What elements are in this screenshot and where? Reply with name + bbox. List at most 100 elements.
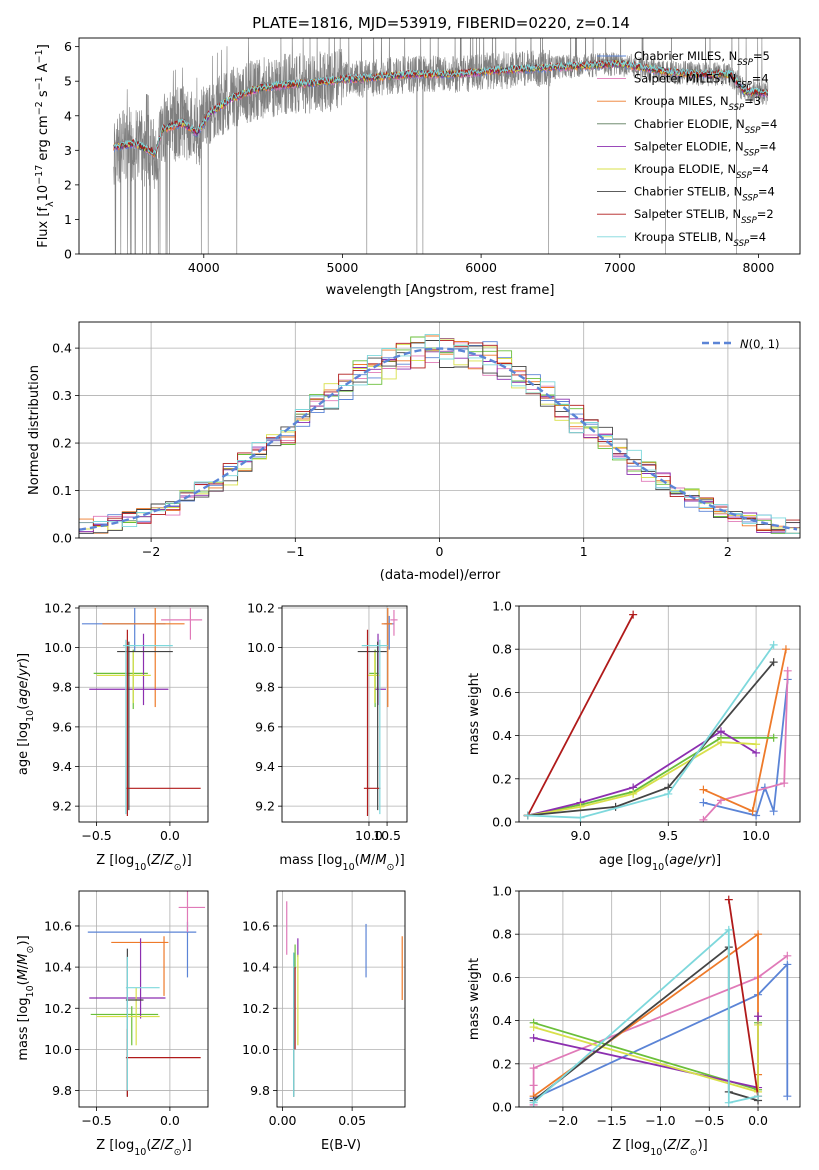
y-tick-label: 10.0 <box>242 1042 270 1057</box>
weight-series-2 <box>699 645 790 816</box>
legend-label: Salpeter MILES, NSSP=4 <box>634 72 769 91</box>
x-tick-label: −1 <box>286 544 304 559</box>
errorbar-point-1 <box>161 607 203 640</box>
axes-age-vs-Z: −0.5 0.0 9.2 9.4 9.6 9.8 10.0 10.2 Z [log10(Z/Z⊙… <box>16 600 209 873</box>
legend-label: Chabrier ELODIE, NSSP=4 <box>634 117 777 136</box>
weight-marker <box>576 813 585 822</box>
y-tick-label: 3 <box>64 143 72 158</box>
weight-line <box>702 670 789 821</box>
weight-marker <box>724 925 733 934</box>
errorbar-point-7 <box>363 629 381 817</box>
weight-line <box>533 945 759 1102</box>
y-tick-label: 5 <box>64 74 72 89</box>
legend-label: Chabrier STELIB, NSSP=4 <box>634 185 775 204</box>
y-tick-label: 0.4 <box>492 728 512 743</box>
errorbar-point-5 <box>96 987 160 1046</box>
legend: Chabrier MILES, NSSP=5 Salpeter MILES, NS… <box>597 49 777 249</box>
y-tick-label: 9.8 <box>250 1083 270 1098</box>
y-axis-label: Normed distribution <box>27 365 42 495</box>
axes-mass-vs-Z: −0.5 0.0 9.8 10.0 10.2 10.4 10.6 Z [log10(Z/Z⊙)… <box>16 890 209 1158</box>
x-tick-label: −0.5 <box>694 1113 724 1128</box>
y-tick-label: 0.2 <box>52 436 72 451</box>
weight-marker <box>783 960 792 969</box>
errorbar-point-7 <box>125 1028 201 1097</box>
axes-frame <box>78 321 801 539</box>
x-tick-label: −0.5 <box>81 1113 111 1128</box>
y-tick-label: 0.2 <box>492 771 512 786</box>
x-axis-label: Z [log10(Z/Z⊙)] <box>612 1138 707 1158</box>
weight-series-1 <box>699 666 792 822</box>
y-tick-label: 10.0 <box>247 640 275 655</box>
weight-series-6 <box>523 658 778 820</box>
weight-marker <box>529 1033 538 1042</box>
y-tick-label: 0.4 <box>52 341 72 356</box>
errorbar-point-2 <box>111 936 169 996</box>
x-tick-label: 5000 <box>327 260 359 275</box>
errorbar-point-1 <box>390 609 398 636</box>
x-tick-label: 0.05 <box>338 1113 366 1128</box>
axes-weight-vs-Z: −2.0 −1.5 −1.0 −0.5 0.0 0.0 0.2 0.4 0.6 0.8 1.0 Z [… <box>467 884 801 1158</box>
plot-area-mass-vs-Z <box>87 891 206 1097</box>
weight-marker <box>724 1098 733 1107</box>
weight-marker <box>529 1023 538 1032</box>
errorbar-point-2 <box>381 607 393 708</box>
x-tick-label: −1.5 <box>597 1113 627 1128</box>
x-tick-label: 0.00 <box>269 1113 297 1128</box>
y-tick-label: 0.8 <box>492 927 512 942</box>
errorbar-point-0 <box>384 615 394 650</box>
errorbar-point-8 <box>122 639 173 815</box>
x-tick-label: 0.0 <box>160 1113 180 1128</box>
weight-marker <box>783 666 792 675</box>
y-tick-label: 0.1 <box>52 483 72 498</box>
axes-mass-vs-ebv: 0.00 0.05 9.8 10.0 10.2 10.4 10.6 E(B-V) <box>242 890 406 1153</box>
y-tick-label: 10.6 <box>44 918 72 933</box>
axes-weight-vs-age: 9.0 9.5 10.0 0.0 0.2 0.4 0.6 0.8 1.0 age [log10(a… <box>467 599 801 873</box>
y-tick-label: 0 <box>64 247 72 262</box>
weight-marker <box>716 727 725 736</box>
x-tick-label: 6000 <box>465 260 497 275</box>
axes-frame <box>78 890 209 1108</box>
errorbar-point-3 <box>93 649 148 710</box>
weight-marker <box>529 1098 538 1107</box>
y-tick-label: 2 <box>64 177 72 192</box>
weight-marker <box>783 951 792 960</box>
weight-line <box>533 1016 759 1089</box>
x-tick-label: 10.0 <box>742 828 770 843</box>
y-tick-label: 0.6 <box>492 970 512 985</box>
legend-label: Kroupa STELIB, NSSP=4 <box>634 230 766 249</box>
weight-marker <box>699 815 708 822</box>
y-axis-label: age [log10(age/yr)] <box>16 653 36 775</box>
x-axis-label: Z [log10(Z/Z⊙)] <box>96 1138 191 1158</box>
x-tick-label: 8000 <box>742 260 774 275</box>
y-tick-label: 9.8 <box>52 680 72 695</box>
weight-marker <box>523 811 532 820</box>
y-tick-label: 10.4 <box>242 960 270 975</box>
weight-line <box>527 644 775 819</box>
y-tick-label: 9.4 <box>255 759 275 774</box>
weight-marker <box>664 789 673 798</box>
plot-area-spectrum <box>113 38 769 254</box>
x-tick-label: 9.0 <box>571 828 591 843</box>
legend: N(0, 1) <box>702 337 780 351</box>
y-tick-label: 9.6 <box>255 719 275 734</box>
x-tick-label: 4000 <box>188 260 220 275</box>
y-tick-label: 10.6 <box>242 918 270 933</box>
weight-marker <box>754 1020 763 1029</box>
weight-marker <box>769 807 778 816</box>
axes-frame <box>276 890 406 1108</box>
y-axis-label: mass weight <box>467 958 482 1040</box>
legend-label: Kroupa ELODIE, NSSP=4 <box>634 162 769 181</box>
legend-label: Salpeter STELIB, NSSP=2 <box>634 207 774 226</box>
errorbar-point-3 <box>90 1006 159 1046</box>
axes-frame <box>78 37 801 255</box>
axes-frame <box>281 605 408 823</box>
weight-marker <box>529 1064 538 1073</box>
y-tick-label: 1 <box>64 212 72 227</box>
weight-line <box>533 962 789 1100</box>
x-tick-label: −2.0 <box>548 1113 578 1128</box>
x-tick-label: 9.5 <box>658 828 678 843</box>
axes-residuals: −2 −1 0 1 2 0.0 0.1 0.2 0.3 0.4 N(0, 1) (data-model… <box>27 321 801 583</box>
y-tick-label: 9.8 <box>255 680 275 695</box>
weight-marker <box>769 733 778 742</box>
